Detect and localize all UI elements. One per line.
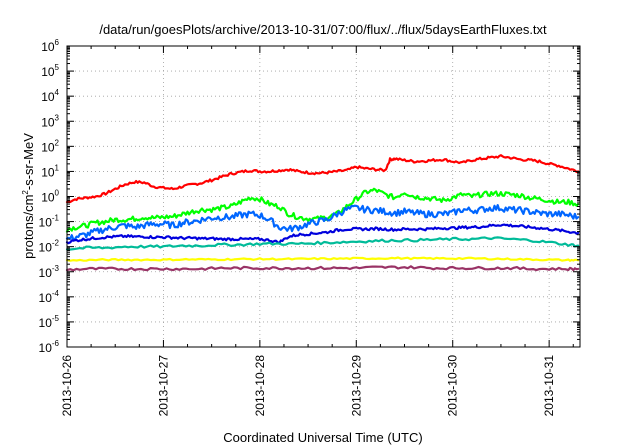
y-tick-exp: 2 [55,138,60,147]
y-tick-label: 102 [41,138,59,154]
x-tick-label: 2013-10-31 [542,355,556,417]
y-tick-exp: -3 [52,264,60,273]
x-tick-label: 2013-10-28 [253,355,267,417]
y-tick-exp: -1 [52,214,60,223]
series-line-4 [65,236,580,251]
y-axis-label-base: protons/cm [21,195,36,259]
y-tick-exp: 6 [55,38,60,47]
y-tick-exp: 4 [55,88,60,97]
y-tick-exp: 1 [55,163,60,172]
series-line-5 [65,256,580,262]
y-tick-base: 10 [39,266,53,280]
y-tick-label: 105 [41,63,59,79]
y-tick-base: 10 [39,291,53,305]
y-tick-label: 10-3 [39,264,60,280]
series-line-0 [65,154,580,204]
series-line-6 [65,265,580,272]
series-line-1 [65,187,580,233]
series-line-2 [65,204,580,241]
y-tick-base: 10 [41,140,55,154]
series-lines [65,154,580,272]
y-axis-label-sup: 2 [21,190,30,195]
y-tick-base: 10 [41,40,55,54]
x-tick-label: 2013-10-30 [446,355,460,417]
y-tick-label: 10-5 [39,314,60,330]
chart-title: /data/run/goesPlots/archive/2013-10-31/0… [99,22,547,37]
y-axis-label: protons/cm2-s-sr-MeV [21,133,36,259]
x-tick-label: 2013-10-29 [349,355,363,417]
x-tick-labels: 2013-10-26 2013-10-27 2013-10-28 2013-10-29… [60,355,556,417]
y-tick-label: 10-1 [39,214,60,230]
y-tick-base: 10 [39,316,53,330]
y-tick-exp: -6 [52,339,60,348]
x-axis-label: Coordinated Universal Time (UTC) [223,430,422,445]
y-tick-label: 10-6 [39,339,60,355]
y-axis-label-rest: -s-sr-MeV [21,133,36,190]
y-tick-base: 10 [41,90,55,104]
axis-ticks [66,45,580,348]
y-tick-base: 10 [41,191,55,205]
y-tick-base: 10 [41,165,55,179]
y-tick-base: 10 [39,341,53,355]
y-tick-exp: -2 [52,239,60,248]
y-tick-label: 101 [41,163,59,179]
y-tick-label: 100 [41,189,59,205]
y-tick-base: 10 [41,115,55,129]
series-line-3 [65,223,580,245]
y-tick-exp: 0 [55,189,60,198]
y-tick-base: 10 [41,65,55,79]
y-tick-label: 10-4 [39,289,60,305]
y-tick-labels: 10-610-510-410-310-210-11001011021031041… [39,38,60,355]
y-tick-exp: 5 [55,63,60,72]
x-tick-label: 2013-10-27 [156,355,170,417]
y-tick-exp: -4 [52,289,60,298]
y-tick-label: 104 [41,88,59,104]
y-tick-base: 10 [39,216,53,230]
y-tick-label: 106 [41,38,59,54]
y-tick-label: 10-2 [39,239,60,255]
x-tick-label: 2013-10-26 [60,355,74,417]
y-tick-exp: -5 [52,314,60,323]
y-tick-label: 103 [41,113,59,129]
y-tick-exp: 3 [55,113,60,122]
y-tick-base: 10 [39,241,53,255]
